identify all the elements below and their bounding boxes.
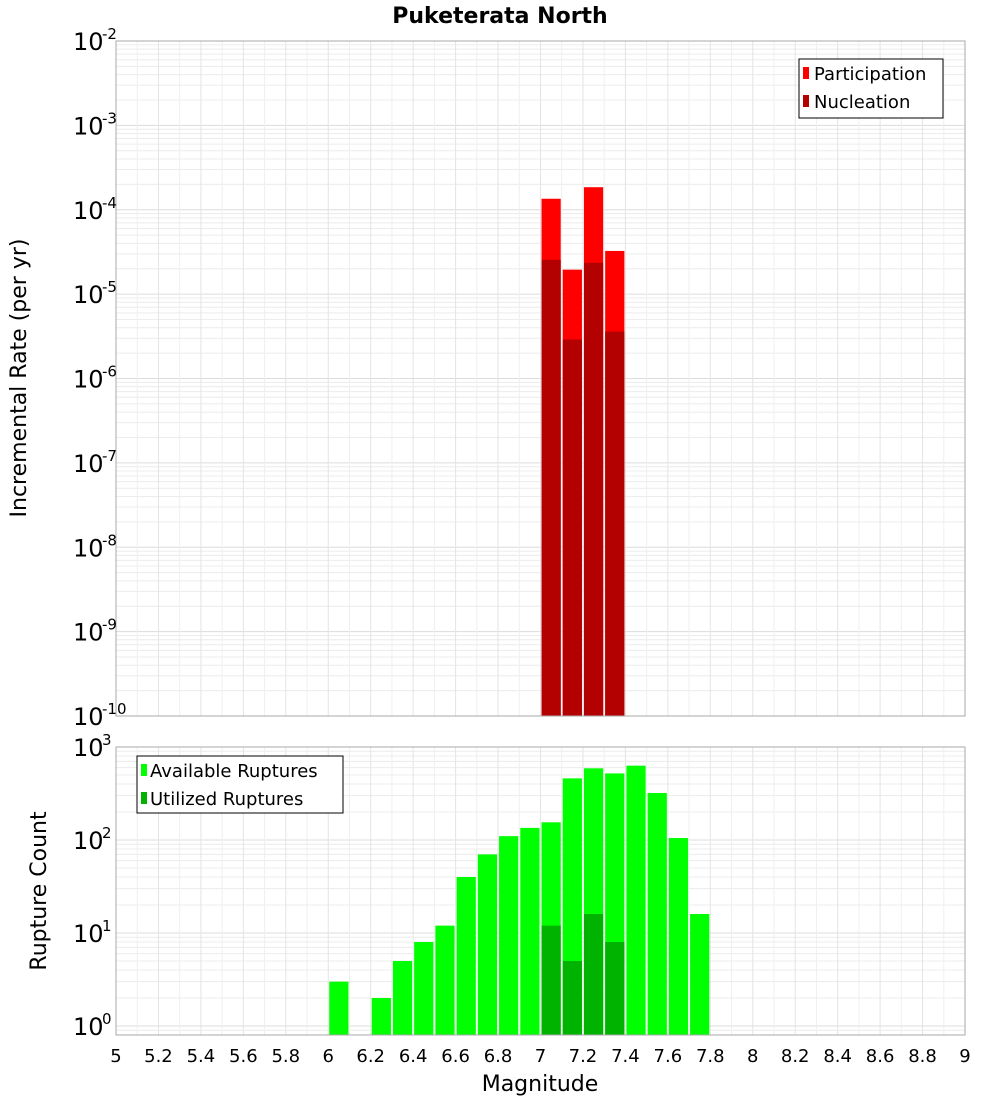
x-tick-label: 5.4 [187, 1046, 216, 1067]
bar [435, 925, 455, 1035]
y-tick-exponent: -9 [102, 616, 117, 634]
y-tick-label: 10 [73, 281, 104, 309]
bar [371, 997, 391, 1035]
bar [414, 942, 434, 1035]
y-tick-exponent: -2 [102, 25, 117, 43]
y-tick-label: 10 [73, 366, 104, 394]
x-tick-label: 8.4 [823, 1046, 852, 1067]
bar [520, 827, 540, 1035]
legend-swatch-participation [803, 67, 809, 79]
x-tick-label: 6.8 [484, 1046, 513, 1067]
y-tick-label: 10 [73, 827, 104, 855]
bar [329, 981, 349, 1035]
x-axis-ticks: 5 5.2 5.4 5.6 5.8 6 6.2 6.4 6.6 6.8 7 7.2 7.4 7.6 7.8 8… [110, 1046, 970, 1067]
x-tick-label: 7.2 [569, 1046, 598, 1067]
count-legend-box [136, 755, 344, 814]
bar [583, 262, 604, 716]
legend-swatch-nucleation [803, 95, 809, 107]
legend-label-participation: Participation [814, 64, 926, 85]
y-tick-exponent: -8 [102, 531, 117, 549]
x-tick-label: 6.6 [441, 1046, 470, 1067]
y-tick-label: 10 [73, 450, 104, 478]
x-tick-label: 7.4 [611, 1046, 640, 1067]
bar [499, 836, 519, 1035]
rate-y-axis-label: Incremental Rate (per yr) [7, 239, 32, 518]
bar [626, 765, 646, 1035]
legend-swatch-utilized [141, 792, 147, 804]
bar [647, 793, 667, 1035]
x-tick-label: 5.2 [144, 1046, 173, 1067]
y-tick-exponent: 3 [102, 731, 112, 749]
y-tick-exponent: 1 [102, 917, 112, 935]
rate-plot-frame [115, 40, 966, 717]
x-tick-label: 6.2 [356, 1046, 385, 1067]
x-tick-label: 8 [747, 1046, 758, 1067]
x-tick-label: 5.8 [271, 1046, 300, 1067]
bar [562, 339, 582, 716]
y-tick-label: 10 [73, 703, 104, 731]
y-tick-label: 10 [73, 197, 104, 225]
bar [456, 877, 476, 1035]
y-tick-exponent: -5 [102, 278, 117, 296]
legend-label-available: Available Ruptures [150, 761, 318, 782]
x-tick-label: 6.4 [399, 1046, 428, 1067]
count-y-axis-label: Rupture Count [27, 811, 52, 971]
y-tick-exponent: 0 [102, 1010, 112, 1028]
y-tick-label: 10 [73, 1013, 104, 1041]
x-tick-label: 7.6 [654, 1046, 683, 1067]
bar [541, 259, 561, 716]
y-tick-exponent: -7 [102, 447, 117, 465]
rate-bars [541, 187, 625, 717]
bar [562, 960, 582, 1035]
legend-label-utilized: Utilized Ruptures [150, 789, 303, 810]
y-tick-exponent: -3 [102, 109, 117, 127]
x-tick-label: 7 [535, 1046, 546, 1067]
x-axis-label: Magnitude [482, 1072, 599, 1097]
y-tick-exponent: -10 [102, 700, 127, 718]
rate-legend-box [798, 58, 944, 119]
count-gridlines [115, 747, 966, 1036]
bar [477, 854, 498, 1035]
bar [605, 942, 625, 1035]
rate-gridlines [115, 41, 966, 717]
x-tick-label: 8.2 [781, 1046, 810, 1067]
count-legend: Available Ruptures Utilized Ruptures [136, 755, 344, 814]
count-plot-frame [115, 746, 966, 1036]
x-tick-label: 8.8 [908, 1046, 937, 1067]
legend-swatch-available [141, 764, 147, 776]
y-tick-label: 10 [73, 920, 104, 948]
bar [541, 925, 561, 1035]
bar [392, 960, 413, 1035]
rate-legend: Participation Nucleation [798, 58, 944, 119]
legend-label-nucleation: Nucleation [814, 92, 910, 113]
y-tick-exponent: -4 [102, 194, 117, 212]
y-tick-label: 10 [73, 619, 104, 647]
x-tick-label: 7.8 [696, 1046, 725, 1067]
x-tick-label: 6 [323, 1046, 334, 1067]
x-tick-label: 5.6 [229, 1046, 258, 1067]
y-tick-label: 10 [73, 734, 104, 762]
y-tick-exponent: 2 [102, 824, 112, 842]
x-tick-label: 9 [959, 1046, 970, 1067]
y-tick-exponent: -6 [102, 363, 117, 381]
bar [668, 838, 689, 1035]
y-tick-label: 10 [73, 534, 104, 562]
count-bars [329, 765, 710, 1035]
y-tick-label: 10 [73, 112, 104, 140]
x-tick-label: 8.6 [866, 1046, 895, 1067]
bar [690, 914, 710, 1035]
x-tick-label: 5 [110, 1046, 121, 1067]
chart-title: Puketerata North [392, 4, 607, 29]
y-tick-label: 10 [73, 28, 104, 56]
bar [605, 331, 625, 716]
bar [583, 914, 604, 1035]
